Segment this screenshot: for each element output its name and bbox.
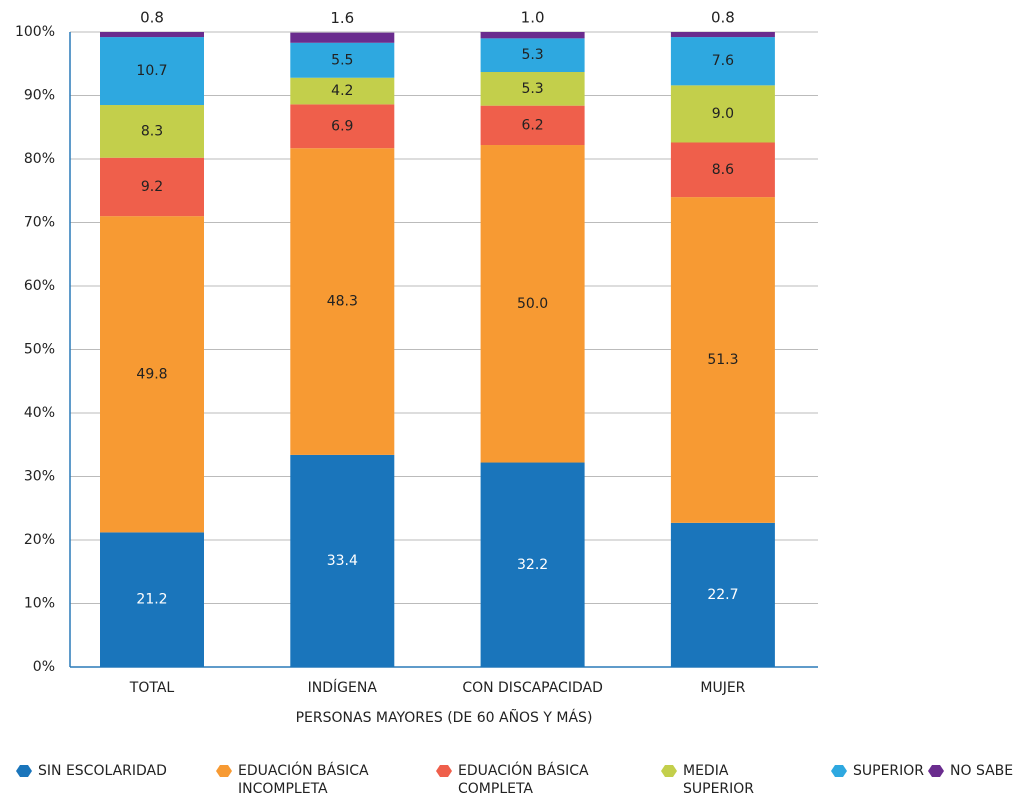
chart: PERSONAS MAYORES (DE 60 AÑOS Y MÁS) 0% 10… (15, 9, 818, 726)
legend-label: EDUACIÓN BÁSICA INCOMPLETA (238, 763, 369, 797)
y-tick-label: 0% (33, 659, 55, 675)
legend-marker (216, 765, 232, 777)
data-label: 9.2 (141, 179, 163, 195)
bar-segment (480, 105, 585, 146)
bar-segment (290, 32, 395, 43)
legend-label: SUPERIOR (853, 763, 925, 779)
data-label: 5.3 (521, 47, 543, 63)
x-tick-label: CON DISCAPACIDAD (462, 680, 603, 696)
bar-segment (670, 85, 775, 143)
data-label: 50.0 (517, 296, 548, 312)
bar-segment (670, 197, 775, 523)
legend-item: NO SABE (928, 762, 1025, 780)
data-label: 7.6 (712, 53, 734, 69)
y-tick-label: 60% (24, 278, 55, 294)
y-tick-label: 40% (24, 405, 55, 421)
legend-label: EDUACIÓN BÁSICA COMPLETA (458, 763, 589, 797)
data-label: 8.6 (712, 162, 734, 178)
legend-marker (928, 765, 944, 777)
bar-segment (670, 32, 775, 38)
legend-marker (436, 765, 452, 777)
data-label: 6.9 (331, 118, 353, 134)
y-tick-label: 20% (24, 532, 55, 548)
bar-segment (100, 32, 204, 38)
data-label: 8.3 (141, 123, 163, 139)
bar-segment (100, 105, 204, 158)
bar-segment (100, 532, 204, 667)
legend-swatch (216, 765, 232, 777)
bar-segment (480, 72, 585, 106)
bar-segment (670, 142, 775, 198)
legend-swatch (661, 765, 677, 777)
data-label: 33.4 (327, 553, 358, 569)
legend-marker (831, 765, 847, 777)
y-tick-label: 50% (24, 342, 55, 358)
legend-item: EDUACIÓN BÁSICA INCOMPLETA (216, 762, 406, 798)
legend-swatch (16, 765, 32, 777)
bar-segment (290, 42, 395, 78)
legend-item: MEDIA SUPERIOR (661, 762, 791, 798)
data-label: 5.5 (331, 52, 353, 68)
legend-swatch (928, 765, 944, 777)
legend-item: SIN ESCOLARIDAD (16, 762, 186, 780)
data-label: 5.3 (521, 81, 543, 97)
legend-marker (661, 765, 677, 777)
x-tick-label: MUJER (700, 680, 745, 696)
legend-label: MEDIA SUPERIOR (683, 763, 755, 797)
y-tick-label: 100% (15, 24, 55, 40)
data-label: 48.3 (327, 294, 358, 310)
bar-segment (290, 454, 395, 667)
y-tick-label: 70% (24, 215, 55, 231)
data-label: 21.2 (136, 592, 167, 608)
data-label: 32.2 (517, 557, 548, 573)
data-label: 51.3 (707, 352, 738, 368)
legend-label: NO SABE (950, 763, 1014, 779)
bar-segment (480, 145, 585, 463)
data-label: 6.2 (521, 117, 543, 133)
bar-segment (480, 32, 585, 39)
legend-item: SUPERIOR (831, 762, 925, 780)
data-label: 4.2 (331, 83, 353, 99)
data-label: 9.0 (712, 106, 734, 122)
x-axis-label: PERSONAS MAYORES (DE 60 AÑOS Y MÁS) (296, 709, 593, 726)
legend: SIN ESCOLARIDAD EDUACIÓN BÁSICA INCOMPLET… (0, 762, 1025, 804)
bar-segment (290, 104, 395, 149)
legend-swatch (436, 765, 452, 777)
data-label: 1.0 (521, 9, 545, 27)
data-label: 1.6 (330, 9, 354, 27)
data-label: 49.8 (136, 366, 167, 382)
legend-marker (16, 765, 32, 777)
y-tick-label: 80% (24, 151, 55, 167)
y-tick-label: 90% (24, 88, 55, 104)
bar-segment (670, 522, 775, 667)
data-label: 22.7 (707, 587, 738, 603)
legend-swatch (831, 765, 847, 777)
bar-segment (290, 148, 395, 455)
bar-segment (100, 157, 204, 217)
bar-segment (290, 77, 395, 105)
x-tick-label: INDÍGENA (308, 679, 378, 696)
y-tick-label: 30% (24, 469, 55, 485)
x-tick-label: TOTAL (129, 680, 175, 696)
y-tick-label: 10% (24, 596, 55, 612)
bar-segment (100, 37, 204, 106)
legend-item: EDUACIÓN BÁSICA COMPLETA (436, 762, 626, 798)
legend-label: SIN ESCOLARIDAD (38, 763, 167, 779)
bar-segment (480, 38, 585, 73)
data-label: 10.7 (136, 63, 167, 79)
data-label: 0.8 (140, 9, 164, 27)
bar-segment (100, 216, 204, 533)
data-label: 0.8 (711, 9, 735, 27)
bar-segment (480, 462, 585, 667)
bar-segment (670, 37, 775, 86)
